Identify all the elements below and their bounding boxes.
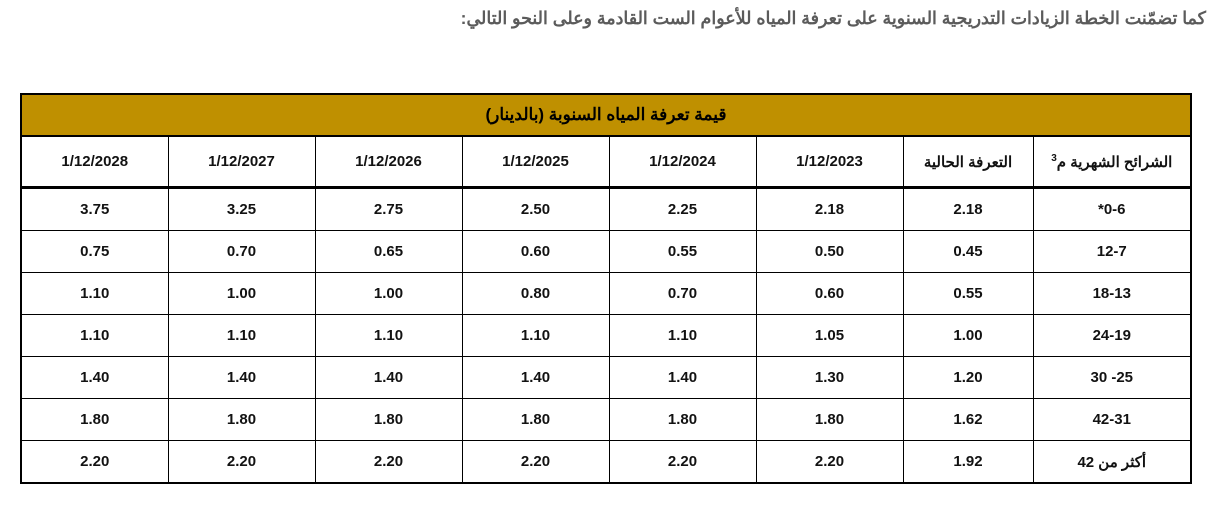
table-row: 1.10 1.00 1.00 0.80 0.70 0.60 0.55 18-13 (20, 272, 1192, 315)
value-cell: 1.10 (20, 272, 169, 315)
value-cell: 1.05 (755, 314, 904, 357)
value-cell: 1.80 (167, 398, 316, 441)
table-row: 3.75 3.25 2.75 2.50 2.25 2.18 2.18 *0-6 (20, 187, 1192, 231)
current-tariff-cell: 0.45 (902, 230, 1034, 273)
col-header-2025: 1/12/2025 (461, 135, 610, 189)
value-cell: 1.10 (461, 314, 610, 357)
table-header-row: 1/12/2028 1/12/2027 1/12/2026 1/12/2025 … (20, 135, 1192, 189)
value-cell: 1.10 (314, 314, 463, 357)
col-header-2026: 1/12/2026 (314, 135, 463, 189)
tier-cell: 24-19 (1032, 314, 1192, 357)
value-cell: 2.20 (167, 440, 316, 484)
col-header-current-tariff: التعرفة الحالية (902, 135, 1034, 189)
value-cell: 1.80 (20, 398, 169, 441)
col-header-2027: 1/12/2027 (167, 135, 316, 189)
value-cell: 1.40 (167, 356, 316, 399)
value-cell: 0.55 (608, 230, 757, 273)
value-cell: 1.80 (461, 398, 610, 441)
value-cell: 1.10 (167, 314, 316, 357)
current-tariff-cell: 2.18 (902, 187, 1034, 231)
value-cell: 0.70 (608, 272, 757, 315)
value-cell: 3.75 (20, 187, 169, 231)
tier-cell: *0-6 (1032, 187, 1192, 231)
current-tariff-cell: 1.62 (902, 398, 1034, 441)
tier-cell: 30 -25 (1032, 356, 1192, 399)
value-cell: 2.18 (755, 187, 904, 231)
value-cell: 0.50 (755, 230, 904, 273)
value-cell: 1.10 (608, 314, 757, 357)
col-header-2024: 1/12/2024 (608, 135, 757, 189)
value-cell: 2.25 (608, 187, 757, 231)
value-cell: 1.80 (755, 398, 904, 441)
value-cell: 1.30 (755, 356, 904, 399)
value-cell: 2.20 (608, 440, 757, 484)
value-cell: 0.70 (167, 230, 316, 273)
value-cell: 2.75 (314, 187, 463, 231)
value-cell: 0.60 (755, 272, 904, 315)
table-row: 1.10 1.10 1.10 1.10 1.10 1.05 1.00 24-19 (20, 314, 1192, 357)
value-cell: 2.20 (314, 440, 463, 484)
value-cell: 1.80 (608, 398, 757, 441)
table-row: 1.80 1.80 1.80 1.80 1.80 1.80 1.62 42-31 (20, 398, 1192, 441)
col-header-2023: 1/12/2023 (755, 135, 904, 189)
cubic-meter-superscript: 3 (1051, 152, 1057, 164)
tier-cell: 18-13 (1032, 272, 1192, 315)
value-cell: 1.00 (314, 272, 463, 315)
current-tariff-cell: 1.00 (902, 314, 1034, 357)
col-header-2028: 1/12/2028 (20, 135, 169, 189)
current-tariff-cell: 1.92 (902, 440, 1034, 484)
value-cell: 1.40 (314, 356, 463, 399)
value-cell: 0.75 (20, 230, 169, 273)
table-row: 0.75 0.70 0.65 0.60 0.55 0.50 0.45 12-7 (20, 230, 1192, 273)
value-cell: 2.20 (20, 440, 169, 484)
col-header-monthly-tiers: الشرائح الشهرية م3 (1032, 135, 1192, 189)
value-cell: 1.40 (20, 356, 169, 399)
value-cell: 1.40 (608, 356, 757, 399)
tier-cell: أكثر من 42 (1032, 440, 1192, 484)
value-cell: 3.25 (167, 187, 316, 231)
value-cell: 2.50 (461, 187, 610, 231)
value-cell: 1.40 (461, 356, 610, 399)
current-tariff-cell: 1.20 (902, 356, 1034, 399)
value-cell: 2.20 (755, 440, 904, 484)
table-title-row: قيمة تعرفة المياه السنوبة (بالدينار) (19, 93, 1193, 137)
table-row: 2.20 2.20 2.20 2.20 2.20 2.20 1.92 أكثر … (20, 440, 1192, 484)
value-cell: 1.10 (20, 314, 169, 357)
tier-cell: 12-7 (1032, 230, 1192, 273)
value-cell: 1.80 (314, 398, 463, 441)
value-cell: 2.20 (461, 440, 610, 484)
intro-text: كما تضمّنت الخطة الزيادات التدريجية السن… (460, 8, 1206, 28)
current-tariff-cell: 0.55 (902, 272, 1034, 315)
value-cell: 0.65 (314, 230, 463, 273)
tier-cell: 42-31 (1032, 398, 1192, 441)
monthly-tiers-label: الشرائح الشهرية م (1056, 153, 1173, 171)
value-cell: 0.60 (461, 230, 610, 273)
value-cell: 0.80 (461, 272, 610, 315)
value-cell: 1.00 (167, 272, 316, 315)
table-title: قيمة تعرفة المياه السنوبة (بالدينار) (19, 93, 1193, 137)
water-tariff-table: قيمة تعرفة المياه السنوبة (بالدينار) 1/1… (19, 93, 1193, 484)
table-row: 1.40 1.40 1.40 1.40 1.40 1.30 1.20 30 -2… (20, 356, 1192, 399)
